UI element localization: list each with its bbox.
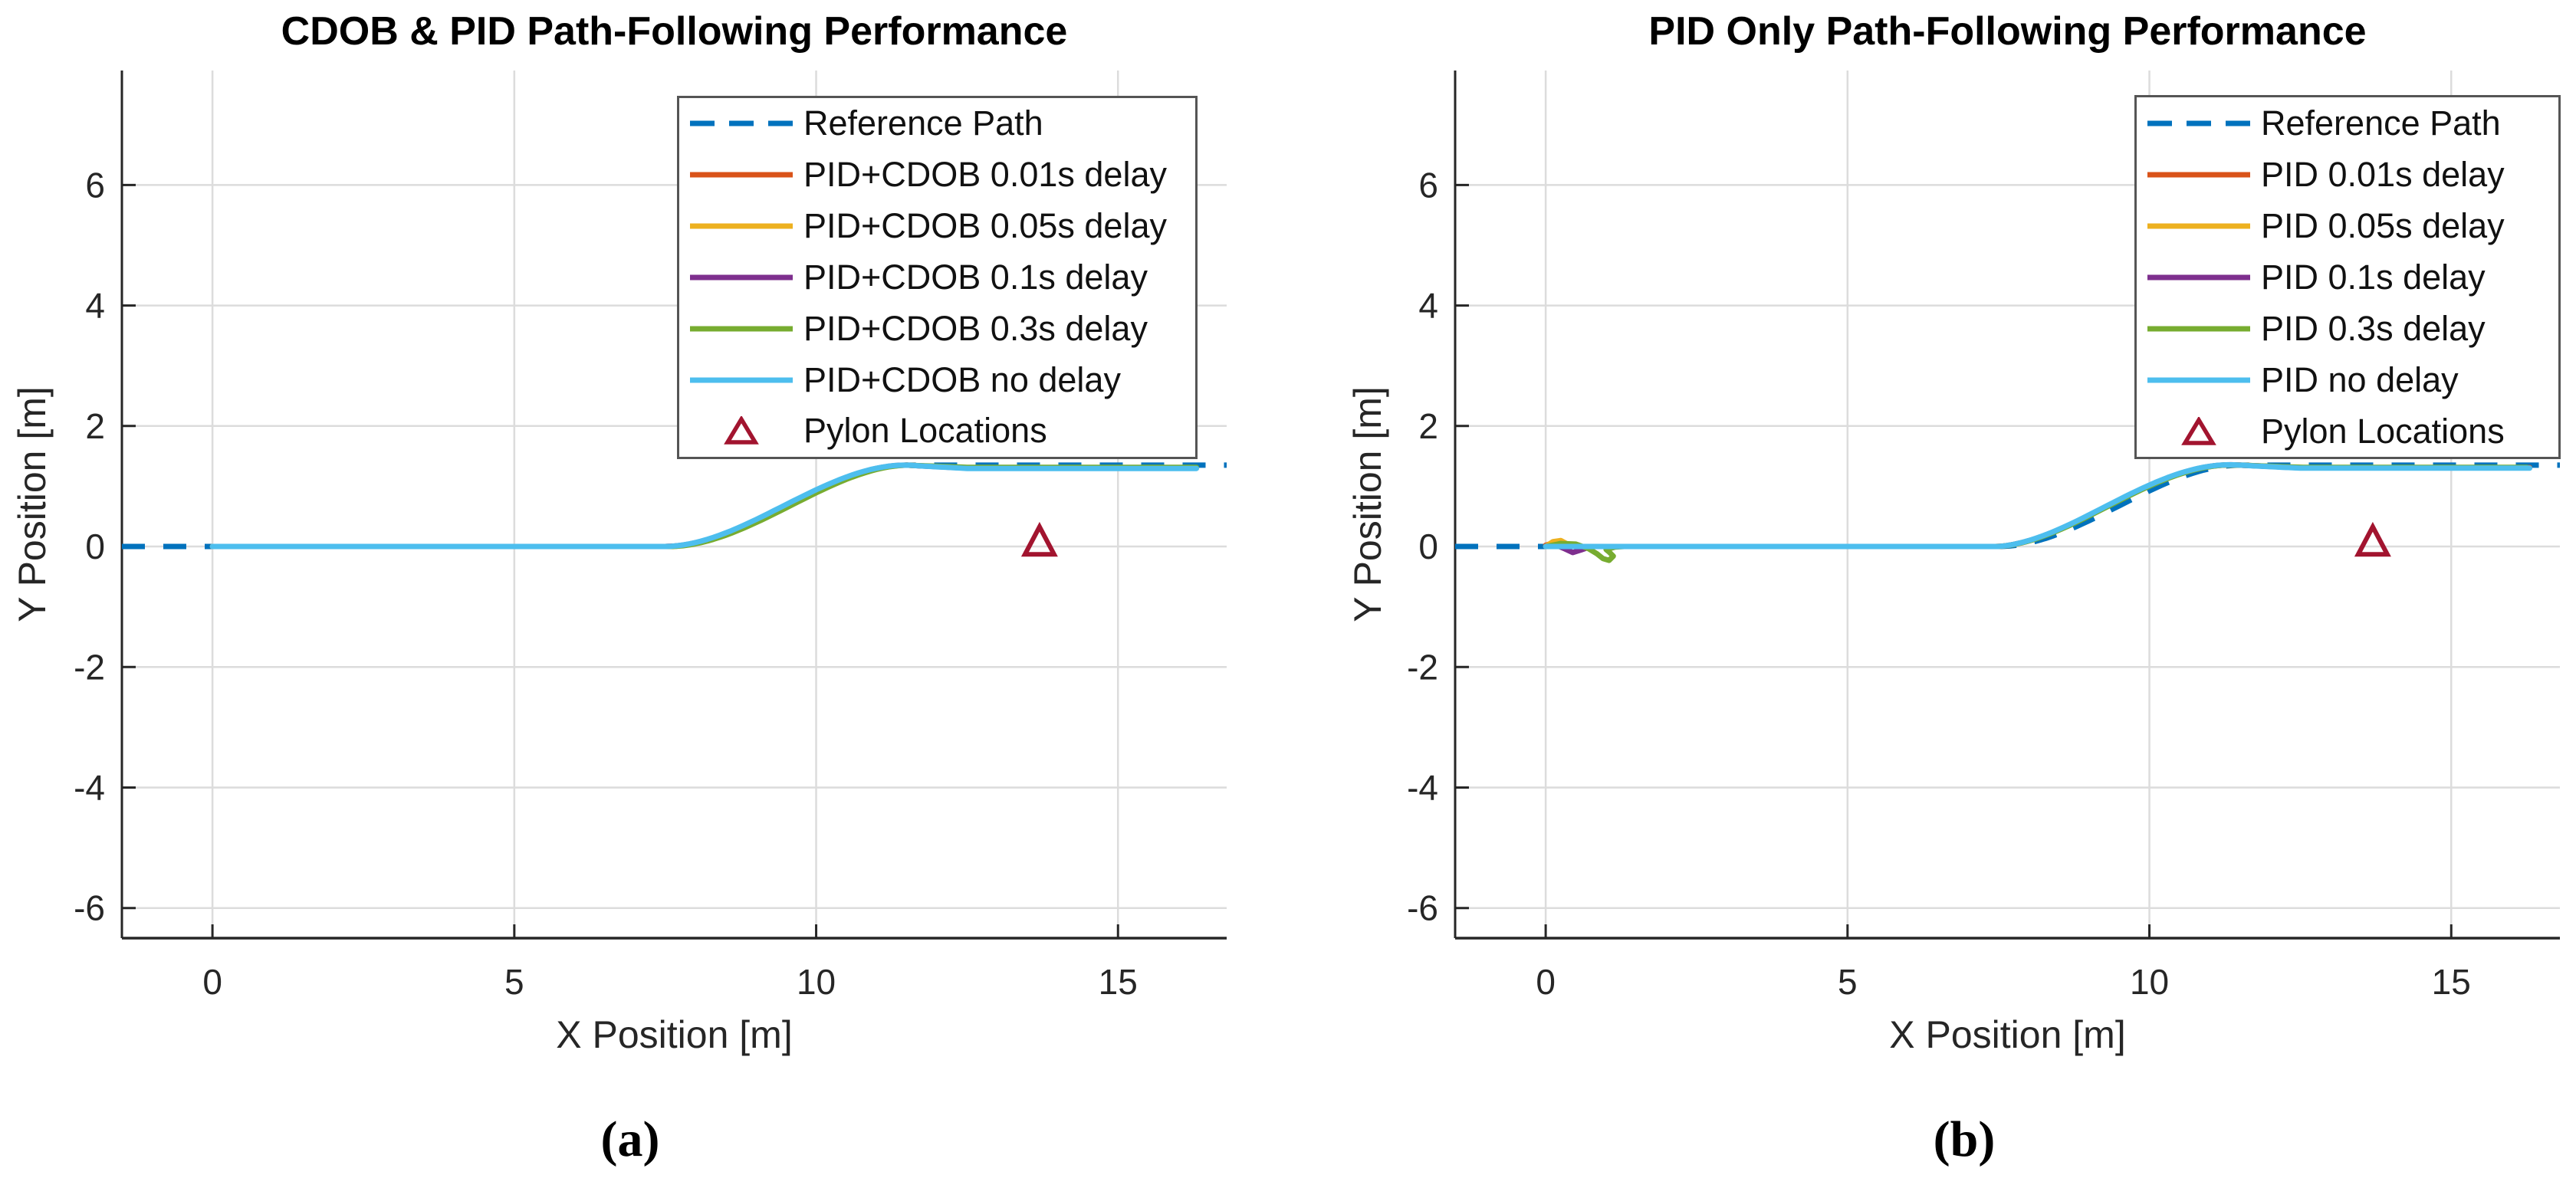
- plot-b-y-axis-label: Y Position [m]: [1346, 386, 1389, 622]
- y-tick-label: -4: [1407, 767, 1438, 807]
- legend-item: PID no delay: [2137, 360, 2558, 400]
- legend-item: PID+CDOB 0.1s delay: [679, 258, 1195, 297]
- legend-item: Pylon Locations: [2137, 412, 2558, 451]
- plot-a-legend: Reference Path PID+CDOB 0.01s delay PID+CD…: [677, 96, 1198, 459]
- series-line-icon: [690, 172, 793, 178]
- y-tick-label: 4: [1418, 286, 1438, 326]
- x-tick-label: 15: [2432, 962, 2471, 1002]
- y-tick-label: 2: [1418, 406, 1438, 446]
- pylon-marker-icon: [2181, 416, 2216, 445]
- plot-b-title: PID Only Path-Following Performance: [1648, 9, 2367, 54]
- series-line: [209, 462, 1200, 550]
- x-tick-label: 0: [1536, 962, 1556, 1002]
- pylon-triangle-marker: [1020, 521, 1058, 557]
- reference-path-line: [1455, 462, 2560, 550]
- series-line: [209, 462, 1200, 550]
- reference-path-line: [122, 462, 1227, 550]
- x-tick-label: 5: [504, 962, 524, 1002]
- legend-label: PID+CDOB 0.05s delay: [803, 206, 1167, 246]
- legend-label: Reference Path: [2261, 103, 2501, 143]
- y-tick-label: 0: [1418, 527, 1438, 566]
- legend-item: PID 0.3s delay: [2137, 309, 2558, 349]
- plot-a-y-axis-label: Y Position [m]: [11, 386, 54, 622]
- series-line-icon: [2147, 377, 2250, 382]
- legend-label: PID 0.1s delay: [2261, 257, 2486, 297]
- y-tick-label: 6: [1418, 165, 1438, 205]
- legend-item: PID+CDOB 0.01s delay: [679, 155, 1195, 195]
- plot-b-x-axis-label: X Position [m]: [1889, 1013, 2126, 1056]
- series-line-icon: [690, 326, 793, 332]
- series-line-icon: [2147, 274, 2250, 280]
- legend-label: Pylon Locations: [803, 411, 1047, 451]
- x-tick-label: 5: [1838, 962, 1858, 1002]
- legend-label: PID+CDOB 0.01s delay: [803, 155, 1167, 195]
- legend-item: Reference Path: [2137, 103, 2558, 143]
- legend-label: PID no delay: [2261, 359, 2459, 399]
- reference-path-line-icon: [2147, 120, 2250, 126]
- x-tick-label: 0: [202, 962, 222, 1002]
- y-tick-label: 4: [85, 286, 105, 326]
- y-tick-label: -2: [74, 647, 105, 687]
- legend-item: PID+CDOB 0.3s delay: [679, 309, 1195, 349]
- legend-label: Pylon Locations: [2261, 411, 2505, 451]
- reference-path-line-icon: [690, 120, 793, 126]
- pylon-triangle-icon: [724, 416, 759, 445]
- pylon-triangle-icon: [2181, 416, 2216, 445]
- y-tick-label: -4: [74, 767, 105, 807]
- legend-item: Reference Path: [679, 103, 1195, 143]
- legend-item: PID 0.05s delay: [2137, 206, 2558, 246]
- series-line-icon: [2147, 223, 2250, 228]
- legend-label: PID+CDOB 0.3s delay: [803, 308, 1148, 348]
- caption-b: (b): [1933, 1111, 1996, 1167]
- y-tick-label: 6: [85, 165, 105, 205]
- legend-item: PID+CDOB 0.05s delay: [679, 206, 1195, 246]
- series-line: [209, 462, 1200, 550]
- legend-label: PID+CDOB no delay: [803, 359, 1121, 399]
- legend-label: PID 0.05s delay: [2261, 205, 2505, 245]
- legend-item: PID 0.1s delay: [2137, 258, 2558, 297]
- x-tick-label: 10: [797, 962, 836, 1002]
- legend-item: Pylon Locations: [679, 411, 1195, 451]
- y-tick-label: -2: [1407, 647, 1438, 687]
- plot-a-title: CDOB & PID Path-Following Performance: [281, 9, 1068, 54]
- x-tick-label: 10: [2130, 962, 2169, 1002]
- legend-label: PID+CDOB 0.1s delay: [803, 257, 1148, 297]
- series-line-icon: [690, 377, 793, 383]
- y-tick-label: -6: [74, 888, 105, 928]
- caption-a: (a): [600, 1111, 660, 1167]
- series-line-icon: [2147, 172, 2250, 177]
- legend-item: PID 0.01s delay: [2137, 155, 2558, 195]
- series-line: [209, 462, 1200, 550]
- pylon-triangle-marker: [2354, 521, 2391, 557]
- y-tick-label: 0: [85, 527, 105, 566]
- plot-a-x-axis-label: X Position [m]: [556, 1013, 793, 1056]
- series-line: [1543, 462, 2530, 550]
- series-line-icon: [690, 274, 793, 281]
- legend-item: PID+CDOB no delay: [679, 360, 1195, 400]
- legend-label: PID 0.01s delay: [2261, 154, 2505, 194]
- series-line-icon: [2147, 326, 2250, 331]
- y-tick-label: 2: [85, 406, 105, 446]
- legend-label: Reference Path: [803, 103, 1043, 143]
- series-line: [1543, 461, 2533, 550]
- plot-b-legend: Reference Path PID 0.01s delay PID 0.05s d…: [2134, 95, 2561, 459]
- x-tick-label: 15: [1099, 962, 1138, 1002]
- series-line: [1543, 462, 2533, 550]
- series-line-icon: [690, 223, 793, 229]
- y-tick-label: -6: [1407, 888, 1438, 928]
- series-line: [209, 462, 1200, 550]
- pylon-marker-icon: [724, 416, 759, 445]
- legend-label: PID 0.3s delay: [2261, 308, 2486, 348]
